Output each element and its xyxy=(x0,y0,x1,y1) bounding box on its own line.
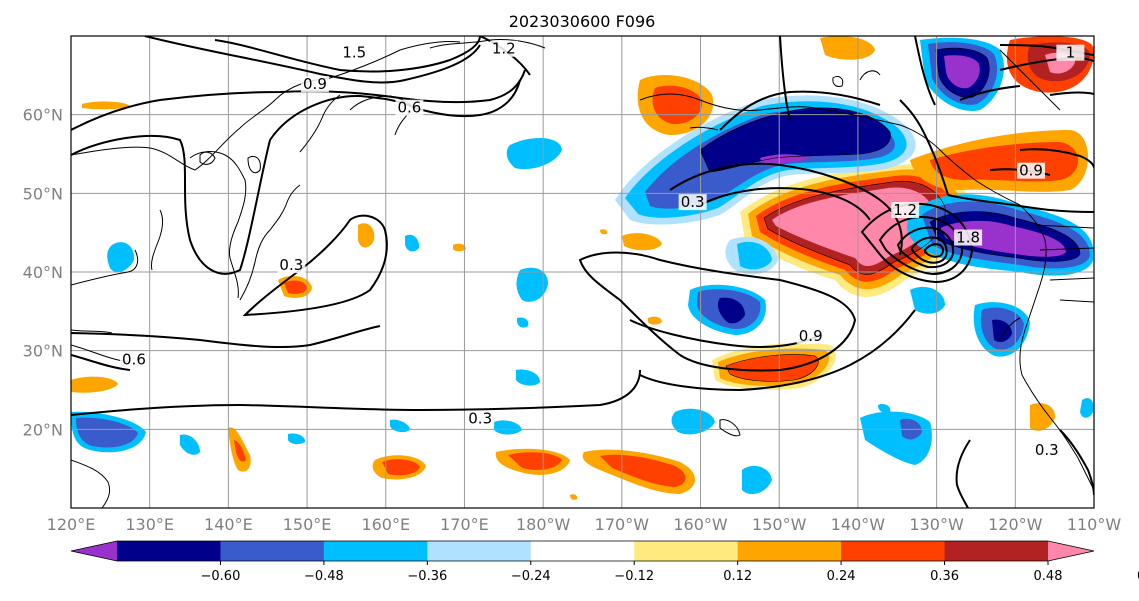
contour-label-bg xyxy=(678,194,707,211)
contour-label-bg xyxy=(1056,44,1085,61)
contour-label-bg xyxy=(466,410,495,427)
colorbar-tick-label: −0.48 xyxy=(304,569,344,584)
contour-label-bg xyxy=(1032,441,1061,458)
latitude-tick-label: 40°N xyxy=(23,263,63,282)
contour-label: 0.3 xyxy=(681,193,705,211)
contour-label: 0.9 xyxy=(303,75,327,93)
colorbar-tick-label: −0.12 xyxy=(614,569,654,584)
colorbar-tick-label: 0.24 xyxy=(827,569,856,584)
colorbar-extend-low xyxy=(71,541,117,561)
colorbar-tick-label: 0.60 xyxy=(1137,569,1139,584)
longitude-tick-label: 160°W xyxy=(673,515,728,534)
colorbar-bin xyxy=(530,541,635,561)
contour-label-bg xyxy=(340,44,369,61)
colorbar-tick-label: 0.48 xyxy=(1034,569,1063,584)
latitude-ticks: 20°N 30°N 40°N 50°N 60°N xyxy=(23,106,63,440)
longitude-tick-label: 130°E xyxy=(125,515,174,534)
contour-label-bg xyxy=(796,327,825,344)
contour-label-bg xyxy=(489,40,518,57)
negative-anomaly-west-coast xyxy=(907,37,1094,276)
contour-label-bg xyxy=(395,99,424,116)
map-title: 2023030600 F096 xyxy=(509,12,656,31)
colorbar-tick-label: 0.36 xyxy=(930,569,959,584)
longitude-tick-label: 120°W xyxy=(988,515,1043,534)
contour-label-bg xyxy=(300,76,329,93)
colorbar-outline xyxy=(70,540,1095,562)
colorbar-tick-label: −0.36 xyxy=(407,569,447,584)
coastlines xyxy=(71,39,1094,508)
negative-anomaly-south xyxy=(71,398,1094,495)
contour-label: 1.2 xyxy=(893,201,917,219)
longitude-tick-label: 110°W xyxy=(1067,515,1122,534)
longitude-tick-label: 140°E xyxy=(204,515,253,534)
colorbar-bin xyxy=(323,541,428,561)
contour-label-bg xyxy=(891,202,920,218)
colorbar-bin xyxy=(737,541,842,561)
contour-label: 0.3 xyxy=(1035,441,1059,459)
contour-label: 1.8 xyxy=(956,229,980,247)
longitude-ticks: 120°E 130°E 140°E 150°E 160°E 170°E 180°W 170°W… xyxy=(47,515,1122,534)
longitude-tick-label: 170°E xyxy=(440,515,489,534)
colorbar-bin xyxy=(841,541,946,561)
contour-label-bg xyxy=(277,257,306,274)
longitude-tick-label: 180°W xyxy=(516,515,571,534)
colorbar-bin xyxy=(117,541,221,561)
contour-label: 0.6 xyxy=(122,350,146,368)
longitude-tick-label: 150°E xyxy=(283,515,332,534)
contour-label-bg xyxy=(1017,162,1046,179)
contour-label-bg xyxy=(954,229,983,246)
height-contours xyxy=(71,36,1094,508)
latitude-tick-label: 20°N xyxy=(23,420,63,439)
longitude-tick-label: 140°W xyxy=(831,515,886,534)
contour-label-bg xyxy=(119,351,148,368)
contour-labels: 1.5 1.2 0.9 0.6 0.3 0.3 0.6 0.3 0.9 1.2 1.8 0.9 1 0.3 xyxy=(119,40,1085,459)
colorbar-bin xyxy=(944,541,1049,561)
colorbar-bin xyxy=(220,541,325,561)
graticule xyxy=(71,36,1094,508)
latitude-tick-label: 50°N xyxy=(23,184,63,203)
latitude-tick-label: 60°N xyxy=(23,106,63,125)
longitude-tick-label: 160°E xyxy=(361,515,410,534)
longitude-tick-label: 120°E xyxy=(47,515,96,534)
colorbar-tick-label: −0.24 xyxy=(511,569,551,584)
longitude-tick-label: 170°W xyxy=(595,515,650,534)
colorbar-bin xyxy=(634,541,739,561)
colorbar-tick-label: 0.12 xyxy=(723,569,752,584)
negative-anomaly-central xyxy=(107,138,1030,386)
contour-label: 0.9 xyxy=(799,327,823,345)
contour-label: 0.9 xyxy=(1019,162,1043,180)
colorbar-bin xyxy=(427,541,532,561)
contour-label: 1.5 xyxy=(342,44,366,62)
contour-label: 0.6 xyxy=(397,99,421,117)
latitude-tick-label: 30°N xyxy=(23,342,63,361)
colorbar: −0.60 −0.48 −0.36 −0.24 −0.12 0.12 0.24 0.36 0.4… xyxy=(70,540,1139,584)
map-panel: 1.5 1.2 0.9 0.6 0.3 0.3 0.6 0.3 0.9 1.2 1.8 0.9 1 0.3 xyxy=(71,36,1094,508)
map-frame xyxy=(70,35,1095,509)
contour-label: 1.2 xyxy=(492,40,516,58)
contour-label: 0.3 xyxy=(279,256,303,274)
contour-label: 1 xyxy=(1066,44,1076,62)
longitude-tick-label: 150°W xyxy=(752,515,807,534)
contour-label: 0.3 xyxy=(468,409,492,427)
colorbar-extend-high xyxy=(1048,541,1094,561)
longitude-tick-label: 130°W xyxy=(909,515,964,534)
colorbar-tick-label: −0.60 xyxy=(201,569,241,584)
